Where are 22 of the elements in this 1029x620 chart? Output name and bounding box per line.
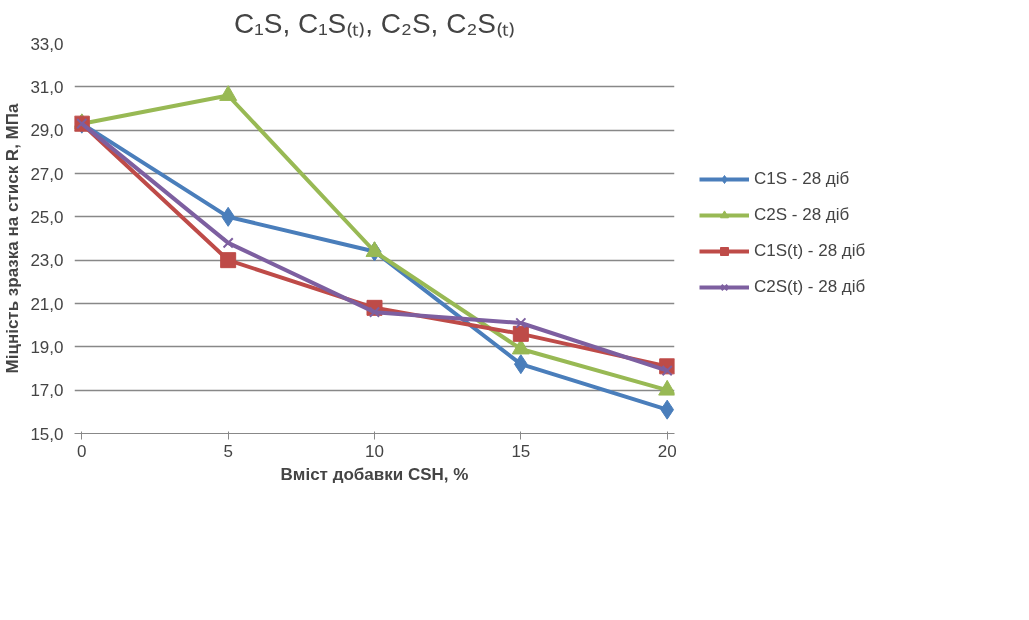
x-tick-label: 15 bbox=[511, 441, 531, 461]
x-tick-label: 10 bbox=[365, 441, 384, 461]
legend-label: C2S - 28 діб bbox=[754, 205, 850, 225]
y-tick-label: 29,0 bbox=[30, 121, 64, 141]
x-tick-label: 5 bbox=[223, 441, 233, 461]
x-axis-title: Вміст добавки CSH, % bbox=[280, 464, 469, 484]
y-tick-label: 17,0 bbox=[30, 381, 64, 401]
x-tick-label: 0 bbox=[77, 441, 87, 461]
y-tick-label: 31,0 bbox=[30, 77, 64, 97]
x-tick-label: 20 bbox=[657, 441, 677, 461]
legend-label: C1S - 28 діб bbox=[754, 169, 850, 189]
legend-label: C1S(t) - 28 діб bbox=[754, 241, 866, 261]
y-tick-label: 27,0 bbox=[30, 164, 64, 184]
y-tick-label: 23,0 bbox=[30, 251, 64, 271]
y-tick-label: 21,0 bbox=[30, 294, 64, 314]
y-tick-label: 15,0 bbox=[30, 424, 64, 444]
y-axis-title: Міцність зразка на стиск R, МПа bbox=[3, 103, 23, 374]
y-tick-label: 25,0 bbox=[30, 207, 64, 227]
legend-label: C2S(t) - 28 діб bbox=[754, 277, 866, 297]
y-tick-label: 33,0 bbox=[30, 34, 64, 54]
chart-title: C₁S, C₁S₍ₜ₎, C₂S, C₂S₍ₜ₎ bbox=[234, 7, 515, 39]
y-tick-label: 19,0 bbox=[30, 337, 64, 357]
